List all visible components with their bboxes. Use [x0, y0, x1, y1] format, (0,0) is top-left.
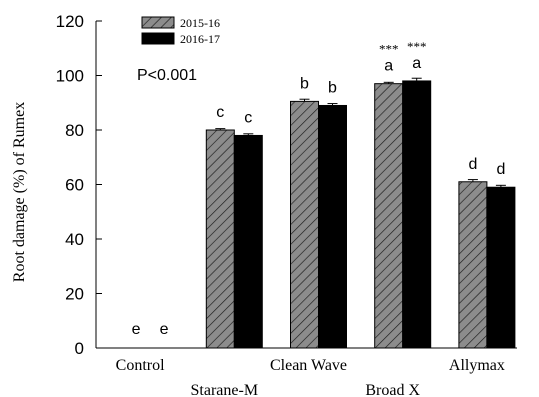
bars	[205, 77, 516, 349]
legend-label: 2015-16	[180, 16, 220, 30]
y-axis-label: Root damage (%) of Rumex	[11, 102, 28, 282]
y-tick-label: 20	[65, 285, 84, 304]
significance-letter: c	[216, 104, 224, 121]
legend-swatch	[141, 16, 175, 29]
x-tick-label: Broad X	[365, 382, 420, 397]
significance-letter: e	[160, 321, 169, 338]
x-tick-label: Clean Wave	[270, 357, 347, 374]
significance-annotation: P<0.001	[137, 67, 197, 84]
y-tick-label: 120	[56, 12, 84, 31]
significance-letter: a	[384, 58, 393, 75]
bar	[233, 134, 263, 349]
bar	[290, 100, 319, 349]
axes: 0 20 40 60 80 100 120	[56, 12, 517, 358]
bar	[458, 181, 488, 349]
legend: 2015-16 2016-17	[141, 16, 220, 46]
y-tick-label: 80	[65, 121, 84, 140]
bar	[402, 80, 432, 349]
y-tick-label: 100	[56, 67, 84, 86]
bar	[205, 129, 235, 349]
y-tick-label: 60	[65, 176, 84, 195]
significance-stars: ***	[379, 42, 399, 57]
x-tick-label: Starane-M	[191, 382, 259, 397]
significance-letter: b	[328, 79, 337, 96]
x-tick-label: Control	[116, 357, 165, 374]
x-tick-label: Allymax	[449, 357, 505, 374]
legend-swatch	[141, 32, 175, 45]
y-tick-label: 0	[75, 339, 84, 358]
significance-letter: d	[468, 156, 477, 173]
bar	[318, 104, 347, 349]
bar	[374, 83, 404, 349]
significance-stars: ***	[407, 39, 427, 54]
significance-letter: d	[496, 161, 505, 178]
bar	[486, 186, 516, 349]
significance-letter: a	[412, 55, 421, 72]
significance-letter: b	[300, 75, 309, 92]
y-tick-label: 40	[65, 230, 84, 249]
legend-label: 2016-17	[180, 32, 220, 46]
significance-letter: e	[132, 321, 141, 338]
significance-letter: c	[244, 109, 252, 126]
